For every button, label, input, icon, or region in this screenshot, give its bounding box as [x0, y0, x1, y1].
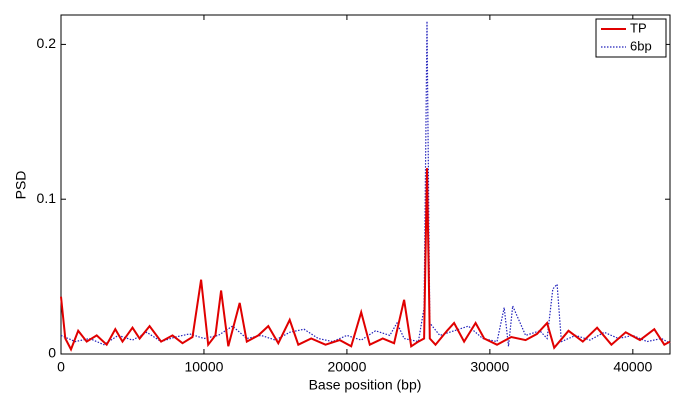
- legend-label: TP: [630, 20, 647, 35]
- legend-label: 6bp: [630, 38, 652, 53]
- line-series: [60, 168, 671, 352]
- y-tick-label: 0: [48, 345, 56, 361]
- x-tick-label: 20000: [327, 359, 366, 375]
- plot-area: [60, 14, 671, 355]
- y-tick-label: 0.1: [37, 190, 57, 206]
- legend-box: [595, 18, 667, 58]
- y-tick-label: 0.2: [37, 35, 57, 51]
- y-axis-label: PSD: [13, 171, 29, 200]
- x-tick-label: 10000: [184, 359, 223, 375]
- x-tick-label: 30000: [470, 359, 509, 375]
- x-tick-label: 0: [57, 359, 65, 375]
- x-tick-label: 40000: [613, 359, 652, 375]
- x-axis-label: Base position (bp): [309, 377, 422, 393]
